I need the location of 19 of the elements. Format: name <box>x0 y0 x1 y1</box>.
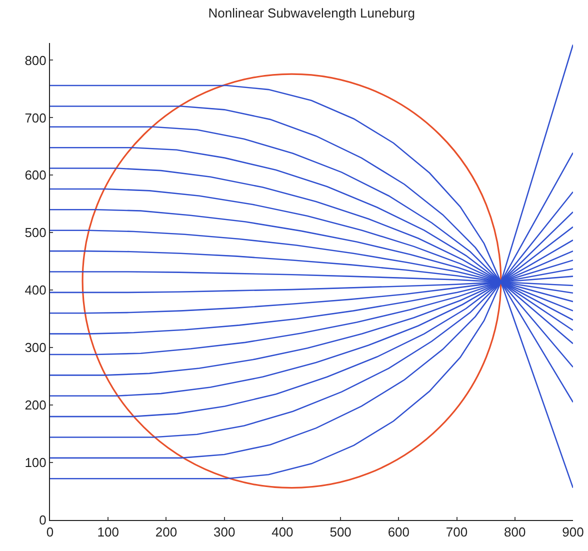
y-tick-label: 0 <box>39 512 46 528</box>
x-tick-label: 600 <box>388 524 410 540</box>
x-tick-label: 800 <box>504 524 526 540</box>
y-tick-label: 100 <box>24 455 46 470</box>
x-tick-label: 200 <box>155 524 178 540</box>
y-tick-label: 700 <box>24 110 46 126</box>
x-tick-label: 100 <box>97 524 119 540</box>
x-tick-label: 300 <box>213 524 236 540</box>
y-tick-label: 800 <box>24 52 46 68</box>
chart-title: Nonlinear Subwavelength Luneburg <box>208 5 415 20</box>
y-tick-label: 300 <box>24 340 46 356</box>
x-tick-label: 400 <box>272 524 294 540</box>
y-tick-label: 200 <box>24 398 46 413</box>
x-tick-label: 700 <box>446 524 468 540</box>
y-tick-label: 500 <box>24 225 46 240</box>
y-tick-label: 400 <box>24 282 46 298</box>
x-tick-label: 500 <box>330 524 352 540</box>
x-tick-label: 900 <box>562 524 584 540</box>
y-tick-label: 600 <box>24 168 46 183</box>
